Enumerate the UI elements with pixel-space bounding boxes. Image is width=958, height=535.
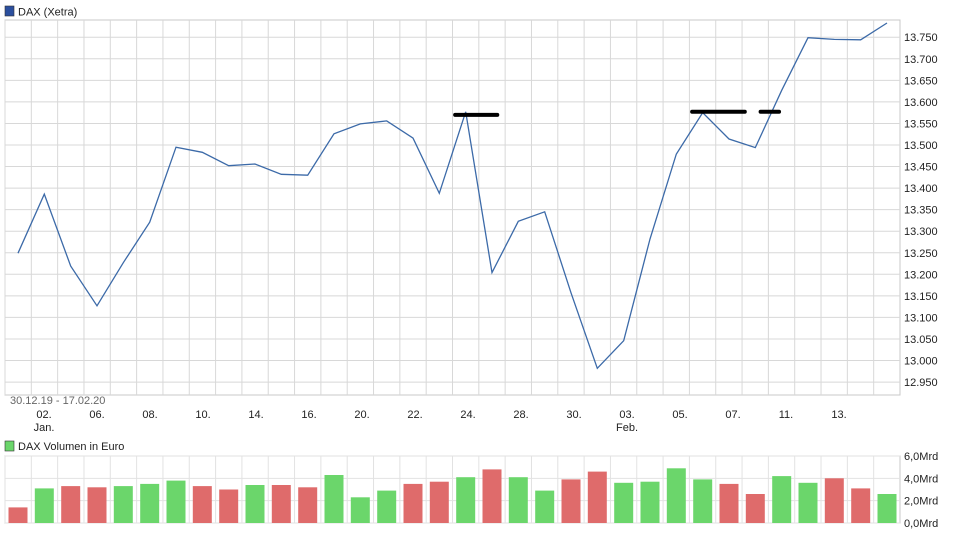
volume-bar: [140, 483, 160, 523]
volume-bar: [377, 490, 397, 523]
price-y-tick: 12.950: [904, 377, 938, 389]
price-y-tick: 13.750: [904, 32, 938, 44]
volume-bar: [403, 483, 423, 523]
price-y-tick: 13.700: [904, 54, 938, 66]
volume-bar: [166, 480, 186, 523]
volume-y-tick: 2,0Mrd: [904, 496, 938, 508]
price-y-tick: 13.500: [904, 140, 938, 152]
price-x-tick: 08.: [142, 409, 157, 421]
volume-bar: [298, 487, 318, 523]
price-line: [17, 22, 888, 370]
price-y-tick: 13.350: [904, 205, 938, 217]
volume-y-ticks: 0,0Mrd 2,0Mrd 4,0Mrd 6,0Mrd: [904, 451, 938, 530]
volume-bar: [324, 475, 344, 523]
price-x-tick: 02.: [36, 409, 51, 421]
volume-bars: [8, 468, 897, 523]
volume-bar: [350, 497, 370, 523]
price-panel: DAX (Xetra) 12.95013.00013.05013.10013.1…: [4, 5, 938, 434]
date-range-label: 30.12.19 - 17.02.20: [10, 395, 105, 407]
volume-bar: [482, 469, 502, 523]
volume-grid: [4, 455, 901, 524]
price-x-tick: 30.: [566, 409, 581, 421]
price-y-tick: 13.050: [904, 334, 938, 346]
price-y-tick: 13.200: [904, 269, 938, 281]
price-x-tick: 22.: [407, 409, 422, 421]
price-x-tick: 11.: [779, 409, 793, 421]
price-markers: [453, 109, 782, 117]
volume-bar: [508, 477, 528, 523]
price-x-ticks: 02. 06. 08. 10. 14. 16. 20. 22. 24. 28. 30. 03. 05. 0…: [34, 409, 847, 434]
volume-bar: [614, 482, 634, 523]
price-y-tick: 13.400: [904, 183, 938, 195]
price-x-tick: 13.: [831, 409, 846, 421]
volume-bar: [245, 485, 265, 523]
price-x-tick: 14.: [248, 409, 263, 421]
volume-bar: [8, 507, 28, 523]
price-grid: [4, 19, 901, 396]
volume-bar: [87, 487, 107, 523]
price-legend-label: DAX (Xetra): [18, 7, 77, 19]
price-y-tick: 13.550: [904, 118, 938, 130]
volume-bar: [824, 478, 844, 523]
volume-bar: [851, 488, 871, 523]
volume-bar: [640, 481, 660, 523]
price-x-tick: 20.: [354, 409, 369, 421]
volume-bar: [34, 488, 54, 523]
volume-bar: [877, 494, 897, 523]
price-y-tick: 13.150: [904, 291, 938, 303]
volume-bar: [666, 468, 686, 523]
volume-bar: [429, 481, 449, 523]
price-x-tick: 28.: [513, 409, 528, 421]
volume-bar: [61, 486, 81, 523]
volume-bar: [693, 479, 713, 523]
volume-bar: [456, 477, 476, 523]
volume-bar: [561, 479, 581, 523]
price-x-tick: 07.: [725, 409, 740, 421]
volume-legend-label: DAX Volumen in Euro: [18, 441, 124, 453]
price-month-label: Jan.: [34, 422, 55, 434]
volume-bar: [745, 494, 765, 523]
volume-y-tick: 4,0Mrd: [904, 473, 938, 485]
price-y-tick: 13.450: [904, 162, 938, 174]
volume-bar: [271, 485, 291, 523]
volume-bar: [587, 471, 607, 523]
price-y-tick: 13.650: [904, 75, 938, 87]
price-x-tick: 10.: [195, 409, 210, 421]
volume-bar: [772, 476, 792, 523]
price-y-tick: 13.100: [904, 312, 938, 324]
price-x-tick: 03.: [619, 409, 634, 421]
price-y-tick: 13.250: [904, 248, 938, 260]
volume-y-tick: 6,0Mrd: [904, 451, 938, 463]
price-y-tick: 13.000: [904, 356, 938, 368]
price-month-label: Feb.: [616, 422, 638, 434]
price-x-tick: 06.: [89, 409, 104, 421]
volume-bar: [798, 482, 818, 523]
volume-bar: [535, 490, 555, 523]
volume-bar: [719, 483, 739, 523]
volume-bar: [113, 486, 133, 523]
price-y-ticks: 12.950 13.000 13.050 13.100 13.150 13.200 13.2…: [904, 32, 938, 389]
volume-bar: [192, 486, 212, 523]
price-x-tick: 24.: [460, 409, 475, 421]
price-y-tick: 13.300: [904, 226, 938, 238]
volume-bar: [219, 489, 239, 523]
volume-panel: DAX Volumen in Euro 0,0Mrd 2,0Mrd 4,0Mrd 6,…: [4, 440, 938, 530]
price-y-tick: 13.600: [904, 97, 938, 109]
price-x-tick: 16.: [301, 409, 316, 421]
volume-y-tick: 0,0Mrd: [904, 518, 938, 530]
price-legend-swatch: [4, 5, 15, 17]
volume-legend-swatch: [4, 440, 15, 452]
price-x-tick: 05.: [672, 409, 687, 421]
